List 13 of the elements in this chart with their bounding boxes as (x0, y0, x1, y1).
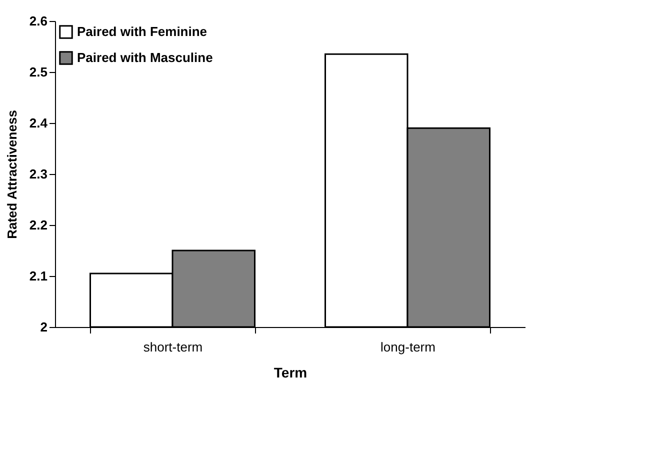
y-tick-label: 2 (40, 320, 48, 334)
y-tick-label: 2.2 (29, 218, 48, 232)
legend-label: Paired with Feminine (77, 24, 208, 39)
y-tick-label: 2.3 (29, 166, 48, 182)
x-axis-title: Term (274, 364, 308, 380)
y-tick-label: 2.6 (29, 14, 48, 28)
y-tick-label: 2.1 (29, 268, 48, 284)
x-tick-label: short-term (143, 340, 203, 354)
y-tick-label: 2.4 (29, 116, 48, 130)
y-axis-title: Rated Attractiveness (4, 110, 20, 239)
y-tick-label: 2.5 (29, 64, 48, 80)
x-tick-label: long-term (380, 340, 436, 354)
legend-label: Paired with Masculine (77, 50, 213, 65)
